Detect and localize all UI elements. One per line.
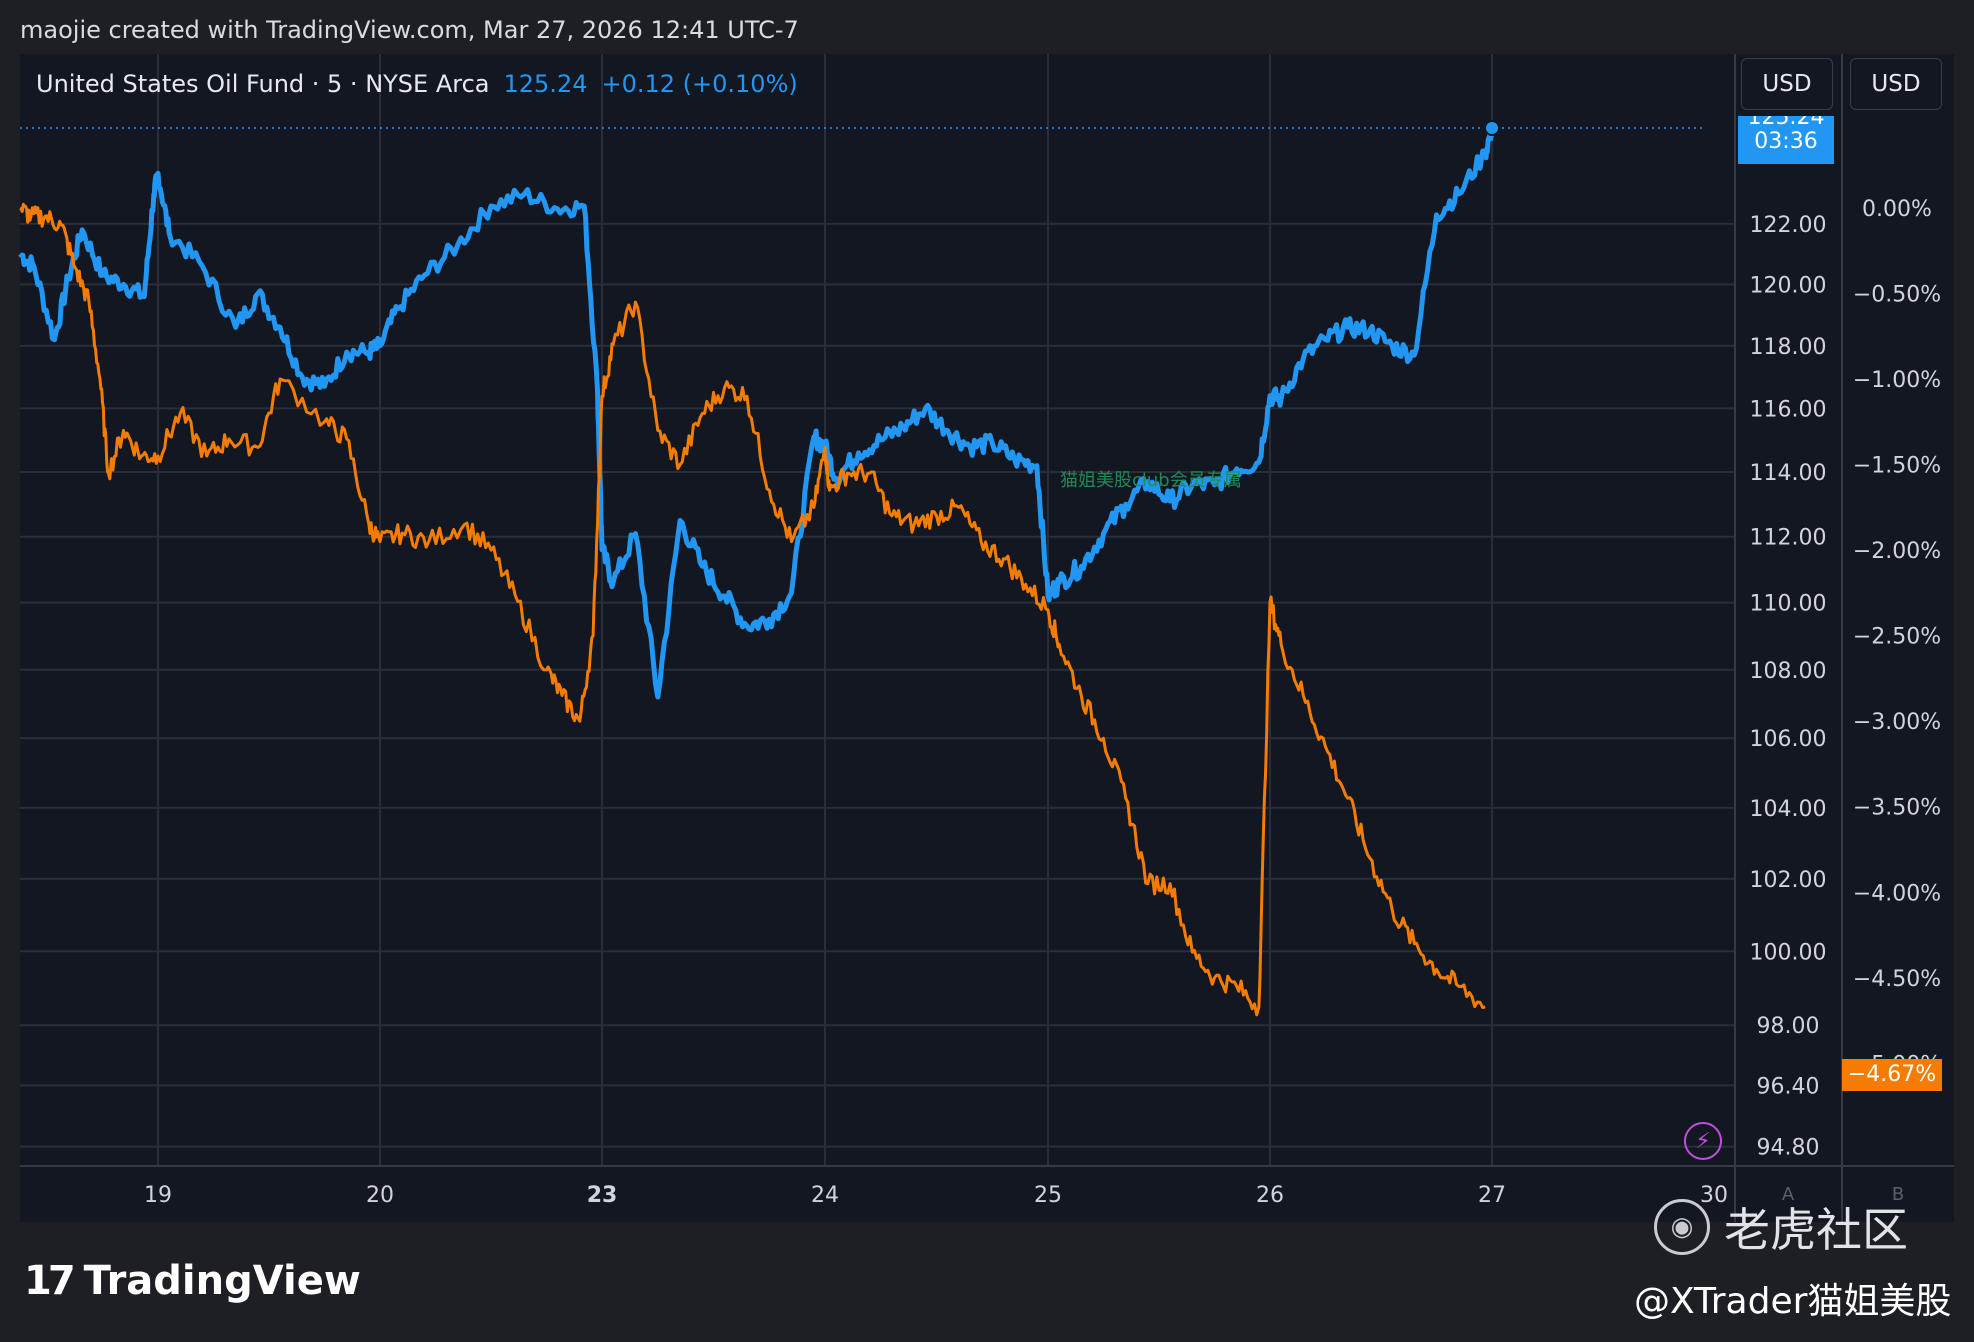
- left-price-axis: 122.00 120.00 118.00 116.00 114.00 112.00 110.…: [1750, 213, 1827, 1161]
- y-right-tick-label: −2.00%: [1853, 539, 1941, 564]
- tiger-wordmark: 老虎社区: [1724, 1203, 1908, 1257]
- y-left-tick-label: 94.80: [1757, 1136, 1820, 1161]
- y-left-tick-label: 96.40: [1757, 1074, 1820, 1099]
- author-handle: @XTrader猫姐美股: [1634, 1281, 1952, 1322]
- y-right-tick-label: −4.50%: [1853, 967, 1941, 992]
- x-tick-label: 26: [1256, 1183, 1284, 1208]
- lightning-icon[interactable]: ⚡: [1684, 1122, 1722, 1160]
- legend-price: 125.24: [503, 70, 588, 98]
- tiger-community-logo: ◉ 老虎社区: [1654, 1194, 1908, 1260]
- chart-credit: maojie created with TradingView.com, Mar…: [20, 16, 799, 44]
- legend-symbol: United States Oil Fund · 5 · NYSE Arca: [36, 70, 490, 98]
- plot-background: [20, 54, 1954, 1222]
- y-right-tick-label: −1.00%: [1853, 368, 1941, 393]
- y-right-tick-label: 0.00%: [1862, 197, 1932, 222]
- series-layer: [18, 120, 1500, 1017]
- axis-label-a: A: [1782, 1184, 1795, 1205]
- series-line-blue: [18, 125, 1495, 700]
- x-tick-label: 24: [811, 1183, 839, 1208]
- currency-button-right[interactable]: USD: [1850, 58, 1942, 110]
- last-price-dot: [1484, 120, 1500, 137]
- y-right-tick-label: −4.00%: [1853, 881, 1941, 906]
- axis-label-b: B: [1892, 1184, 1904, 1205]
- tradingview-logo: 17 TradingView: [24, 1258, 361, 1304]
- tradingview-wordmark: TradingView: [83, 1258, 361, 1304]
- y-left-tick-label: 108.00: [1750, 659, 1827, 684]
- time-axis: 19 20 23 24 25 26 27 30: [144, 1183, 1728, 1208]
- y-right-tick-label: −0.50%: [1853, 283, 1941, 308]
- gridlines: [20, 54, 1735, 1166]
- y-right-tick-label: −3.00%: [1853, 710, 1941, 735]
- last-price-value: 125.24: [1747, 116, 1825, 130]
- legend-change: +0.12 (+0.10%): [601, 70, 798, 98]
- y-left-tick-label: 118.00: [1750, 335, 1827, 360]
- y-left-tick-label: 110.00: [1750, 592, 1827, 617]
- y-left-tick-label: 122.00: [1750, 213, 1827, 238]
- x-tick-label: 23: [587, 1183, 618, 1208]
- y-right-tick-label: −2.50%: [1853, 625, 1941, 650]
- x-tick-label: 19: [144, 1183, 172, 1208]
- y-left-tick-label: 102.00: [1750, 868, 1827, 893]
- x-tick-label: 30: [1700, 1183, 1728, 1208]
- y-left-tick-label: 120.00: [1750, 273, 1827, 298]
- x-tick-label: 20: [366, 1183, 394, 1208]
- last-percent-label: −4.67%: [1842, 1059, 1942, 1091]
- x-tick-label: 27: [1478, 1183, 1506, 1208]
- currency-button-left[interactable]: USD: [1741, 58, 1833, 110]
- bar-countdown: 03:36: [1754, 129, 1818, 154]
- y-left-tick-label: 116.00: [1750, 397, 1827, 422]
- tradingview-mark-icon: 17: [24, 1258, 76, 1304]
- right-percent-axis: 0.00% −0.50% −1.00% −1.50% −2.00% −2.50% −3.00…: [1853, 197, 1941, 1077]
- y-left-tick-label: 112.00: [1750, 526, 1827, 551]
- last-price-label: 125.24 03:36: [1738, 116, 1834, 164]
- series-line-orange: [19, 202, 1486, 1017]
- y-right-tick-label: −3.50%: [1853, 796, 1941, 821]
- tiger-icon: ◉: [1654, 1199, 1710, 1255]
- y-left-tick-label: 106.00: [1750, 727, 1827, 752]
- y-right-tick-label: −1.50%: [1853, 454, 1941, 479]
- y-left-tick-label: 100.00: [1750, 940, 1827, 965]
- y-left-tick-label: 98.00: [1757, 1014, 1820, 1039]
- watermark-text: 猫姐美股club会员专属: [1060, 470, 1242, 491]
- legend[interactable]: United States Oil Fund · 5 · NYSE Arca 1…: [36, 70, 798, 98]
- y-left-tick-label: 114.00: [1750, 461, 1827, 486]
- y-left-tick-label: 104.00: [1750, 797, 1827, 822]
- x-tick-label: 25: [1034, 1183, 1062, 1208]
